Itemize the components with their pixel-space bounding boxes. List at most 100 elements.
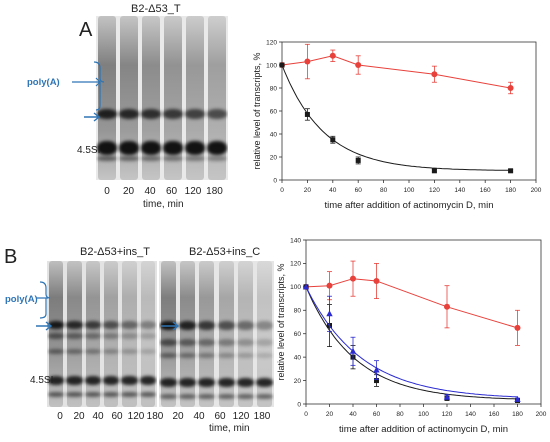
gel-band: [185, 156, 205, 161]
gel-lane: [199, 261, 215, 407]
lane-label: 60: [111, 411, 123, 422]
gel-band: [103, 349, 120, 354]
gel-lane: [122, 261, 137, 407]
lane-label: 180: [206, 186, 223, 197]
data-point: [374, 378, 379, 384]
gel-band: [179, 339, 197, 346]
y-tick-label: 20: [270, 154, 278, 161]
y-tick-label: 60: [270, 108, 278, 115]
x-tick-label: 120: [442, 411, 453, 418]
gel-band: [160, 394, 178, 399]
gel-band: [141, 156, 161, 161]
gel-band: [160, 353, 178, 358]
data-point: [326, 310, 333, 317]
gel-band: [103, 392, 120, 397]
gel-image-b-right: [159, 261, 274, 407]
gel-band: [160, 339, 178, 346]
lane-label: 120: [232, 411, 250, 422]
polya-bracket-a: [72, 61, 105, 111]
gel-title-a: B2-Δ53_T: [131, 3, 181, 15]
gel-band: [198, 394, 216, 399]
band-arrow-b-left: [36, 321, 53, 331]
y-tick-label: 20: [294, 378, 302, 385]
gel-band: [163, 156, 183, 161]
gel-band: [255, 339, 273, 346]
gel-band: [236, 378, 254, 387]
x-tick-label: 100: [404, 187, 415, 194]
x-tick-label: 100: [418, 411, 429, 418]
lane-label: 20: [172, 411, 184, 422]
lane-label: 40: [193, 411, 205, 422]
gel-band: [236, 353, 254, 358]
y-tick-label: 80: [270, 85, 278, 92]
series-line-blue: [305, 286, 518, 398]
gel-band: [236, 321, 254, 330]
gel-image-b-left: [47, 261, 157, 407]
lane-label: 0: [104, 186, 110, 197]
lane-label: 120: [184, 186, 202, 197]
gel-band: [121, 392, 138, 397]
gel-band: [179, 378, 197, 387]
lane-label: 20: [73, 411, 85, 422]
gel-title-b-left: B2-Δ53+ins_T: [80, 246, 151, 258]
gel-band: [141, 109, 161, 119]
gel-band: [185, 109, 205, 119]
gel-band: [163, 141, 183, 155]
x-tick-label: 40: [349, 411, 357, 418]
lane-label: 180: [146, 411, 164, 422]
y-tick-label: 0: [297, 401, 301, 408]
gel-band: [66, 321, 83, 329]
gel-band: [139, 392, 156, 397]
x-tick-label: 140: [465, 411, 476, 418]
x-tick-label: 180: [512, 411, 523, 418]
x-tick-label: 20: [304, 187, 312, 194]
data-point: [444, 303, 450, 310]
series-line-red: [305, 278, 518, 329]
gel-band: [255, 353, 273, 358]
y-tick-label: 120: [290, 261, 301, 268]
data-point: [373, 366, 380, 373]
x-tick-label: 60: [355, 187, 363, 194]
gel-band: [198, 321, 216, 330]
x-tick-label: 80: [396, 411, 404, 418]
gel-band: [66, 333, 83, 339]
gel-band: [84, 376, 101, 385]
x-tick-label: 200: [536, 411, 547, 418]
gel-band: [48, 321, 65, 329]
x-axis-label: time after addition of actinomycin D, mi…: [325, 200, 494, 211]
gel-band: [66, 349, 83, 354]
gel-band: [160, 378, 178, 387]
gel-band: [139, 333, 156, 339]
gel-lane: [140, 261, 155, 407]
gel-lane: [104, 261, 119, 407]
gel-band: [84, 321, 101, 329]
gel-lane: [98, 16, 116, 180]
gel-lane: [237, 261, 253, 407]
x-tick-label: 160: [480, 187, 491, 194]
x-tick-label: 160: [489, 411, 500, 418]
gel-band: [48, 349, 65, 354]
gel-band: [255, 394, 273, 399]
gel-band: [121, 333, 138, 339]
y-tick-label: 0: [273, 177, 277, 184]
series-line-black: [305, 286, 518, 400]
gel-band: [179, 353, 197, 358]
gel-band: [66, 376, 83, 385]
time-caption-a: time, min: [143, 199, 184, 210]
lane-label: 40: [92, 411, 104, 422]
x-tick-label: 120: [429, 187, 440, 194]
x-tick-label: 140: [454, 187, 465, 194]
x-tick-label: 20: [326, 411, 334, 418]
data-point: [350, 275, 356, 282]
panel-letter-a: A: [79, 19, 93, 41]
gel-band: [207, 141, 227, 155]
gel-band: [139, 376, 156, 385]
gel-lane: [142, 16, 160, 180]
gel-band: [97, 141, 117, 155]
gel-band: [179, 394, 197, 399]
gel-band: [119, 141, 139, 155]
data-point: [355, 62, 362, 68]
plot-frame: [281, 41, 537, 181]
gel-band: [217, 339, 235, 346]
y-tick-label: 40: [294, 354, 302, 361]
